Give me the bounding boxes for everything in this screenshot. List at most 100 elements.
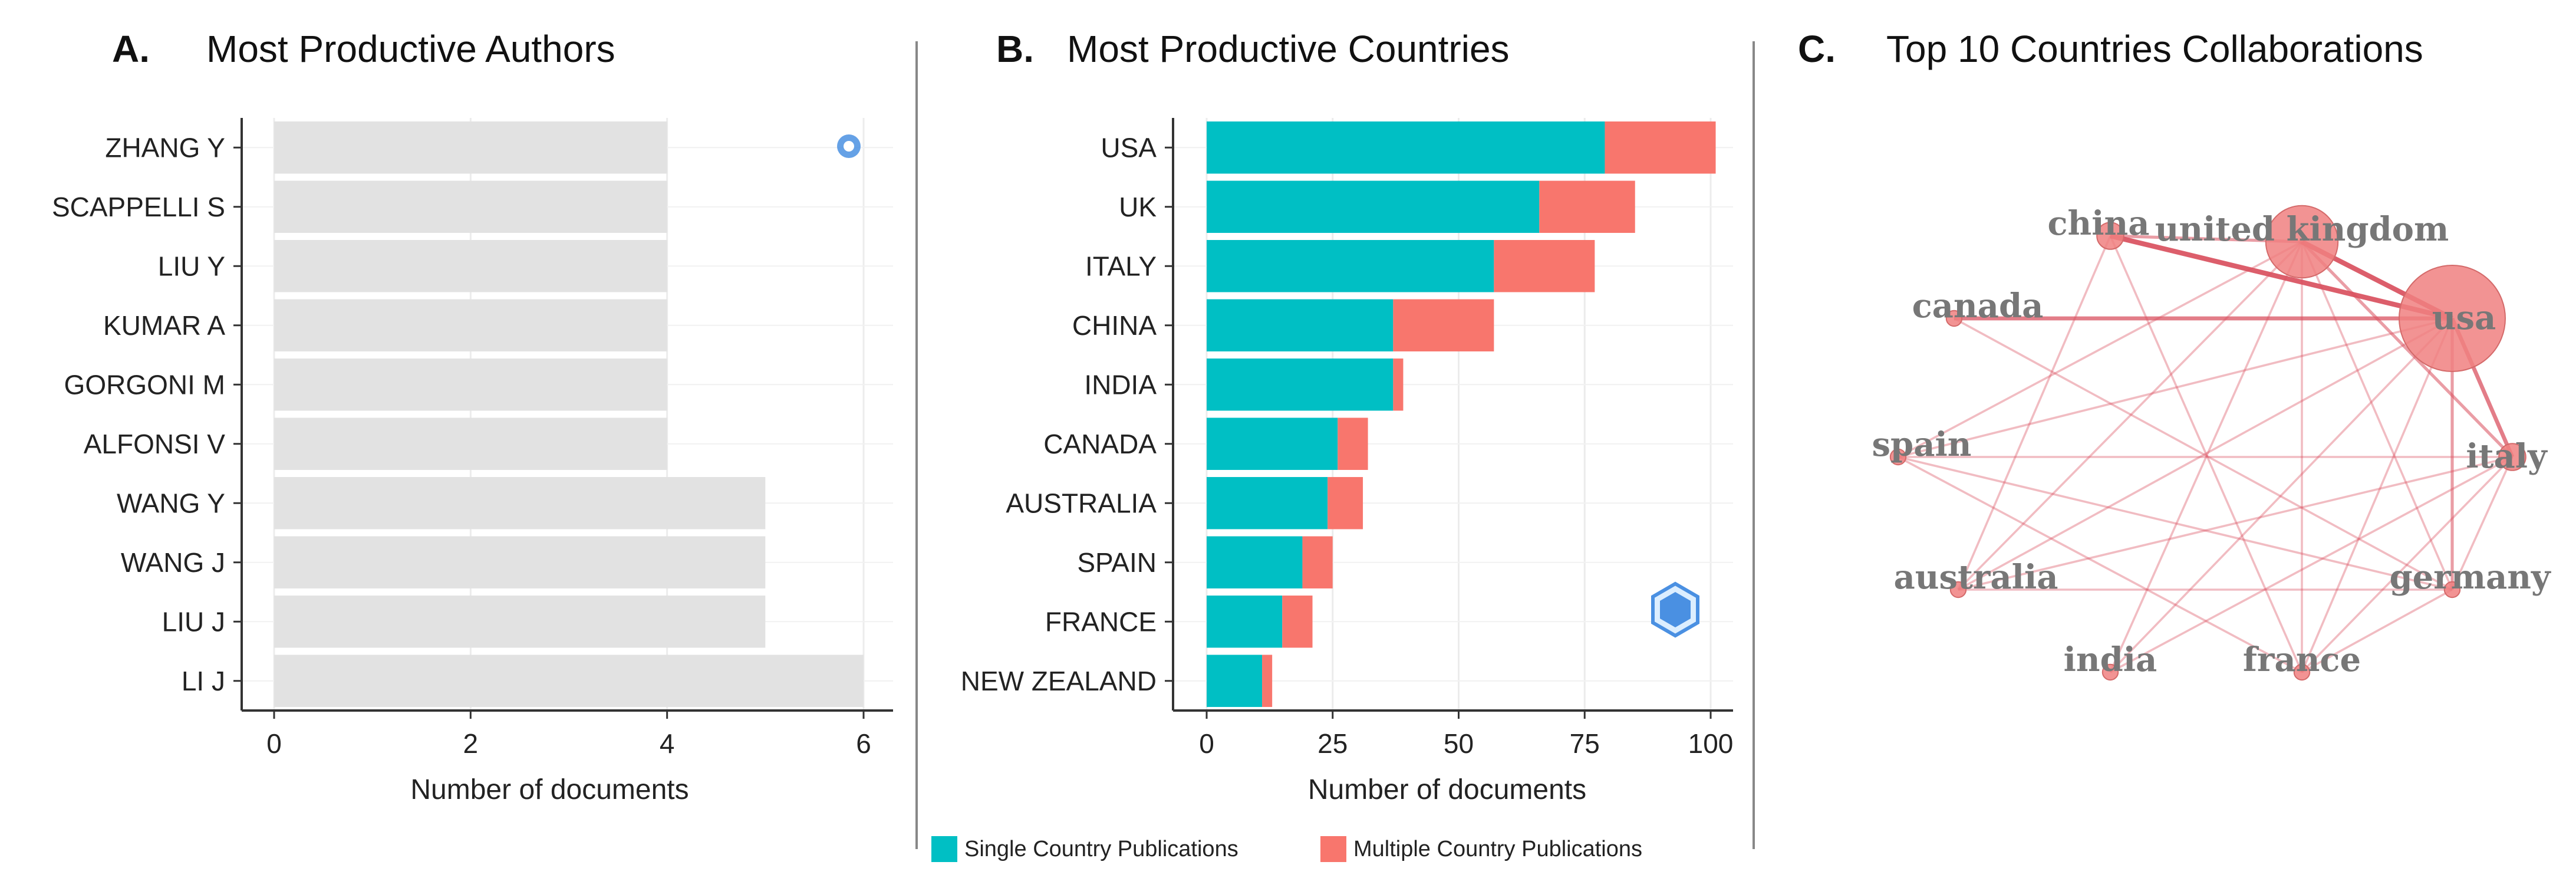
edge-usa-france	[2301, 318, 2453, 673]
node-label-usa: usa	[2432, 298, 2496, 337]
node-label-australia: australia	[1893, 558, 2058, 597]
panel-a-title: Most Productive Authors	[206, 28, 615, 70]
bar-canada-single	[1207, 417, 1338, 470]
bar-china-multiple	[1393, 299, 1494, 351]
y-tick-label: WANG J	[121, 547, 225, 578]
edge-united-kingdom-germany	[2301, 241, 2453, 590]
bar-scappelli-s	[274, 180, 667, 233]
node-france	[2293, 663, 2311, 681]
edge-usa-china	[2110, 233, 2453, 321]
y-tick-label: USA	[1101, 132, 1157, 163]
x-tick-label: 75	[1570, 728, 1600, 759]
bar-alfonsi-v	[274, 417, 667, 470]
edge-china-france	[2109, 235, 2303, 673]
bar-india-single	[1207, 359, 1394, 411]
edge-germany-france	[2301, 588, 2453, 673]
node-china	[2096, 222, 2124, 250]
node-usa	[2399, 265, 2506, 372]
edge-usa-spain	[1898, 317, 2453, 458]
y-tick-label: UK	[1119, 192, 1157, 222]
node-label-china: china	[2047, 204, 2149, 243]
bar-gorgoni-m	[274, 359, 667, 411]
edge-canada-germany	[1954, 317, 2453, 591]
node-australia	[1949, 581, 1967, 598]
bar-usa-multiple	[1605, 121, 1716, 174]
y-tick-label: CANADA	[1043, 429, 1157, 459]
y-tick-label: AUSTRALIA	[1006, 488, 1157, 518]
node-label-canada: canada	[1912, 287, 2044, 325]
panel-b-letter: B.	[996, 28, 1034, 70]
countries-legend: Single Country Publications Multiple Cou…	[931, 836, 1642, 862]
y-tick-label: NEW ZEALAND	[961, 666, 1157, 696]
y-tick-label: LI J	[182, 666, 225, 696]
node-germany	[2443, 581, 2461, 598]
bar-usa-single	[1207, 121, 1605, 174]
bar-new-zealand-single	[1207, 655, 1263, 707]
node-united-kingdom	[2265, 205, 2339, 279]
bar-uk-multiple	[1539, 180, 1635, 233]
x-tick-label: 2	[463, 728, 479, 759]
node-label-india: india	[2064, 640, 2157, 679]
bar-uk-single	[1207, 180, 1540, 233]
bar-wang-j	[274, 536, 766, 588]
node-india	[2101, 663, 2119, 681]
y-tick-label: WANG Y	[117, 488, 225, 518]
x-tick-label: 50	[1444, 728, 1474, 759]
edge-india-italy	[2110, 456, 2513, 673]
bar-spain-multiple	[1302, 536, 1333, 588]
authors-chart: ZHANG Y SCAPPELLI S LIU Y KUMAR A GORGONI M A…	[52, 118, 893, 805]
y-tick-label: CHINA	[1072, 310, 1157, 341]
edge-italy-france	[2301, 456, 2514, 673]
y-tick-label: GORGONI M	[64, 369, 225, 400]
edge-usa-india	[2109, 317, 2453, 673]
bar-spain-single	[1207, 536, 1303, 588]
x-tick-label: 4	[660, 728, 675, 759]
bar-liu-j	[274, 596, 766, 648]
watermark-icon-small	[837, 134, 861, 158]
y-tick-label: ZHANG Y	[105, 132, 225, 163]
node-spain	[1889, 448, 1907, 466]
node-label-spain: spain	[1872, 425, 1972, 464]
edge-spain-france	[1898, 456, 2302, 673]
y-tick-label: FRANCE	[1045, 606, 1157, 637]
edge-italy-germany	[2451, 456, 2514, 590]
legend-label-single: Single Country Publications	[964, 837, 1238, 861]
x-tick-label: 0	[1199, 728, 1214, 759]
network-edges	[1898, 233, 2515, 673]
node-label-france: france	[2243, 640, 2361, 679]
countries-chart: USA UK ITALY CHINA INDIA CANADA AUSTRALIA SPAIN…	[961, 118, 1733, 805]
panel-c-letter: C.	[1798, 28, 1836, 70]
watermark-icon-hexagon	[1651, 581, 1699, 638]
y-tick-label: KUMAR A	[103, 310, 225, 341]
edge-united-kingdom-italy	[2301, 241, 2514, 458]
node-italy	[2498, 443, 2526, 471]
bar-new-zealand-multiple	[1262, 655, 1273, 707]
x-tick-label: 6	[856, 728, 871, 759]
bar-france-single	[1207, 596, 1283, 648]
y-tick-label: SPAIN	[1077, 547, 1157, 578]
y-tick-label: LIU Y	[158, 251, 225, 281]
edge-china-australia	[1957, 235, 2111, 590]
bar-australia-single	[1207, 477, 1328, 529]
panel-c-title: Top 10 Countries Collaborations	[1886, 28, 2423, 70]
edge-spain-germany	[1898, 456, 2453, 591]
bar-liu-y	[274, 240, 667, 292]
bar-france-multiple	[1282, 596, 1313, 648]
bar-australia-multiple	[1327, 477, 1363, 529]
bar-italy-multiple	[1494, 240, 1595, 292]
bar-canada-multiple	[1338, 417, 1368, 470]
bar-li-j	[274, 655, 864, 707]
edge-usa-australia	[1958, 317, 2453, 591]
edge-united-kingdom-australia	[1957, 241, 2303, 591]
panel-a-letter: A.	[112, 28, 150, 70]
y-tick-label: ALFONSI V	[84, 429, 226, 459]
legend-swatch-single	[931, 836, 957, 862]
legend-swatch-multiple	[1320, 836, 1346, 862]
bar-india-multiple	[1393, 359, 1404, 411]
bar-italy-single	[1207, 240, 1494, 292]
edge-united-kingdom-india	[2109, 241, 2303, 673]
countries-x-axis-title: Number of documents	[1308, 774, 1586, 805]
x-tick-label: 25	[1317, 728, 1348, 759]
panel-b-title: Most Productive Countries	[1067, 28, 1510, 70]
